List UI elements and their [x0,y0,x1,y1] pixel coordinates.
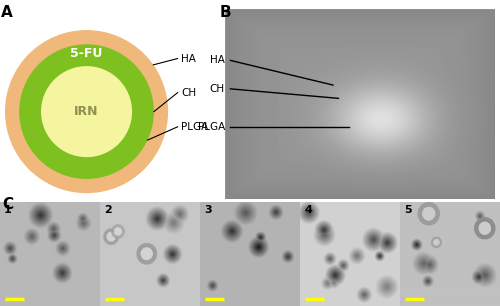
Circle shape [5,30,168,193]
Circle shape [41,66,132,157]
Text: 4: 4 [304,205,312,215]
Text: HA: HA [210,55,225,65]
Text: CH: CH [182,88,196,98]
Text: 5: 5 [404,205,411,215]
Circle shape [19,44,154,179]
Text: 5-FU: 5-FU [70,47,102,60]
Text: HA: HA [182,54,196,64]
Text: A: A [0,6,12,21]
Text: 2: 2 [104,205,112,215]
Text: CH: CH [210,84,225,94]
Text: C: C [2,197,14,212]
Text: 1: 1 [4,205,12,215]
Text: 3: 3 [204,205,212,215]
Text: B: B [220,6,231,21]
Text: IRN: IRN [74,105,99,118]
Text: PLGA: PLGA [198,122,225,132]
Text: PLGA: PLGA [182,122,208,132]
